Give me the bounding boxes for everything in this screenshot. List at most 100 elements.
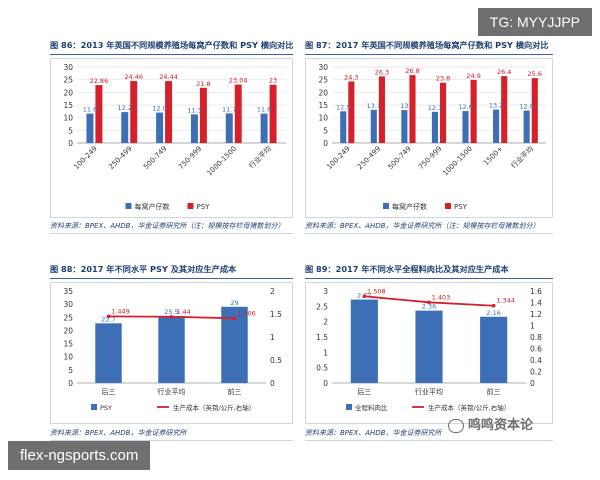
legend-label: 每窝产仔数 xyxy=(392,202,427,211)
bar xyxy=(401,110,408,143)
bar xyxy=(348,81,355,143)
data-label: 1.344 xyxy=(496,297,515,305)
data-label: 22.86 xyxy=(90,77,109,85)
y-tick-label: 2.5 xyxy=(316,302,328,311)
y-tick-label: 20 xyxy=(318,88,328,97)
bar xyxy=(225,113,233,143)
legend-swatch xyxy=(383,203,389,209)
line-point xyxy=(106,314,111,319)
data-label: 25.5 xyxy=(164,308,178,316)
bar xyxy=(378,76,385,143)
y-tick-label: 0 xyxy=(323,139,328,148)
bar xyxy=(121,112,129,143)
data-label: 26.8 xyxy=(405,67,419,75)
x-tick-label: 250-499 xyxy=(356,145,382,171)
x-tick-label: 后三 xyxy=(102,387,116,396)
bar xyxy=(440,82,447,143)
x-tick-label: 1500+ xyxy=(482,145,504,167)
data-label: 11.7 xyxy=(222,105,236,113)
y2-tick-label: 1.4 xyxy=(530,299,542,308)
chart-panel-86: 图 86：2013 年英国不同规模养殖场每窝产仔数和 PSY 横向对比 0 5 10… xyxy=(50,38,293,234)
data-label: 1.449 xyxy=(111,307,130,315)
bar xyxy=(523,110,530,143)
bar xyxy=(340,111,347,143)
legend-label: PSY xyxy=(454,203,468,211)
x-tick-label: 100-249 xyxy=(325,145,351,171)
data-label: 12.5 xyxy=(336,103,350,111)
bar xyxy=(269,84,277,143)
legend-swatch xyxy=(346,404,352,410)
data-label: 26.4 xyxy=(497,68,511,76)
line-point xyxy=(491,303,496,308)
y2-tick-label: 1 xyxy=(530,322,535,331)
legend-swatch xyxy=(445,203,451,209)
y2-tick-label: 0.6 xyxy=(530,345,542,354)
legend-label: PSY xyxy=(197,203,211,211)
bar xyxy=(234,84,242,143)
x-tick-label: 100-249 xyxy=(72,145,98,171)
legend-label: 每窝产仔数 xyxy=(135,202,170,211)
y2-tick-label: 0 xyxy=(270,379,275,388)
data-label: 11.3 xyxy=(187,106,201,114)
x-tick-label: 750-999 xyxy=(177,145,203,171)
line-point xyxy=(427,300,431,305)
bar xyxy=(531,78,538,143)
x-tick-label: 行业平均 xyxy=(158,387,186,396)
y-tick-label: 30 xyxy=(63,63,73,72)
y-tick-label: 30 xyxy=(63,300,73,309)
chart-source: 资料来源：BPEX、AHDB，华金证券研究所 xyxy=(305,428,553,441)
data-label: 13.2 xyxy=(489,102,503,110)
chart-panel-87: 图 87：2017 年英国不同规模养殖场每窝产仔数和 PSY 横向对比 0 5 10… xyxy=(305,38,553,234)
chart-source: 资料来源：BPEX、AHDB，华金证券研究所（注：规模按存栏母猪数划分） xyxy=(50,221,293,234)
y2-tick-label: 1.5 xyxy=(270,310,282,319)
chart-svg: 0 5 10 15 20 25 30 35 0 0.5 1 1.5 2 22.7 后三 25.5 行业平均 29 前… xyxy=(63,287,282,412)
y2-tick-label: 1.6 xyxy=(530,287,542,296)
bar xyxy=(480,316,508,383)
bar xyxy=(370,109,377,143)
bar xyxy=(462,111,469,143)
data-label: 12.6 xyxy=(458,103,472,111)
legend-label: 全程料肉比 xyxy=(355,403,388,412)
data-label: 11.6 xyxy=(257,106,271,114)
y-tick-label: 20 xyxy=(63,88,73,97)
y2-tick-label: 2 xyxy=(270,287,275,296)
bar xyxy=(95,85,103,143)
y-tick-label: 1 xyxy=(323,348,328,357)
data-label: 13 xyxy=(400,102,408,110)
chart-source: 资料来源：BPEX、AHDB，华金证券研究所 xyxy=(50,428,293,441)
y-tick-label: 10 xyxy=(318,114,328,123)
y-tick-label: 15 xyxy=(318,101,328,110)
chart-area: 0 5 10 15 20 25 30 11.6 22.86 100-249 12.2 24.46 250… xyxy=(50,58,293,218)
bar xyxy=(501,76,508,143)
bar xyxy=(470,79,477,143)
y-tick-label: 10 xyxy=(63,114,73,123)
y2-tick-label: 0.8 xyxy=(530,333,542,342)
x-tick-label: 750-999 xyxy=(417,145,443,171)
y-tick-label: 15 xyxy=(63,101,73,110)
y-tick-label: 5 xyxy=(323,126,328,135)
data-label: 23 xyxy=(269,77,277,85)
bar xyxy=(156,112,164,143)
data-label: 24.9 xyxy=(466,72,480,80)
x-tick-label: 250-499 xyxy=(107,145,133,171)
x-tick-label: 行业平均 xyxy=(415,387,443,396)
line-point xyxy=(169,314,174,319)
watermark-tag: TG: MYYJJPP xyxy=(477,8,592,36)
data-label: 2.36 xyxy=(422,303,436,311)
chart-panel-88: 图 88：2017 年不同水平 PSY 及其对应生产成本 0 5 10 15 20 25 3… xyxy=(50,262,293,442)
y-tick-label: 15 xyxy=(63,340,73,349)
data-label: 29 xyxy=(230,299,238,307)
y-tick-label: 10 xyxy=(63,353,73,362)
bar xyxy=(260,113,268,143)
legend-label: PSY xyxy=(100,404,112,412)
y-tick-label: 25 xyxy=(63,76,73,85)
chart-title: 图 89：2017 年不同水平全程料肉比及其对应生产成本 xyxy=(305,262,553,279)
bar xyxy=(95,323,122,383)
site-label: flex-ngsports.com xyxy=(8,441,151,470)
data-label: 1.44 xyxy=(176,308,190,316)
bar xyxy=(415,310,443,383)
y-tick-label: 0 xyxy=(68,379,73,388)
legend-swatch xyxy=(125,203,132,209)
data-label: 21.8 xyxy=(196,80,210,88)
data-label: 23.04 xyxy=(229,77,248,85)
